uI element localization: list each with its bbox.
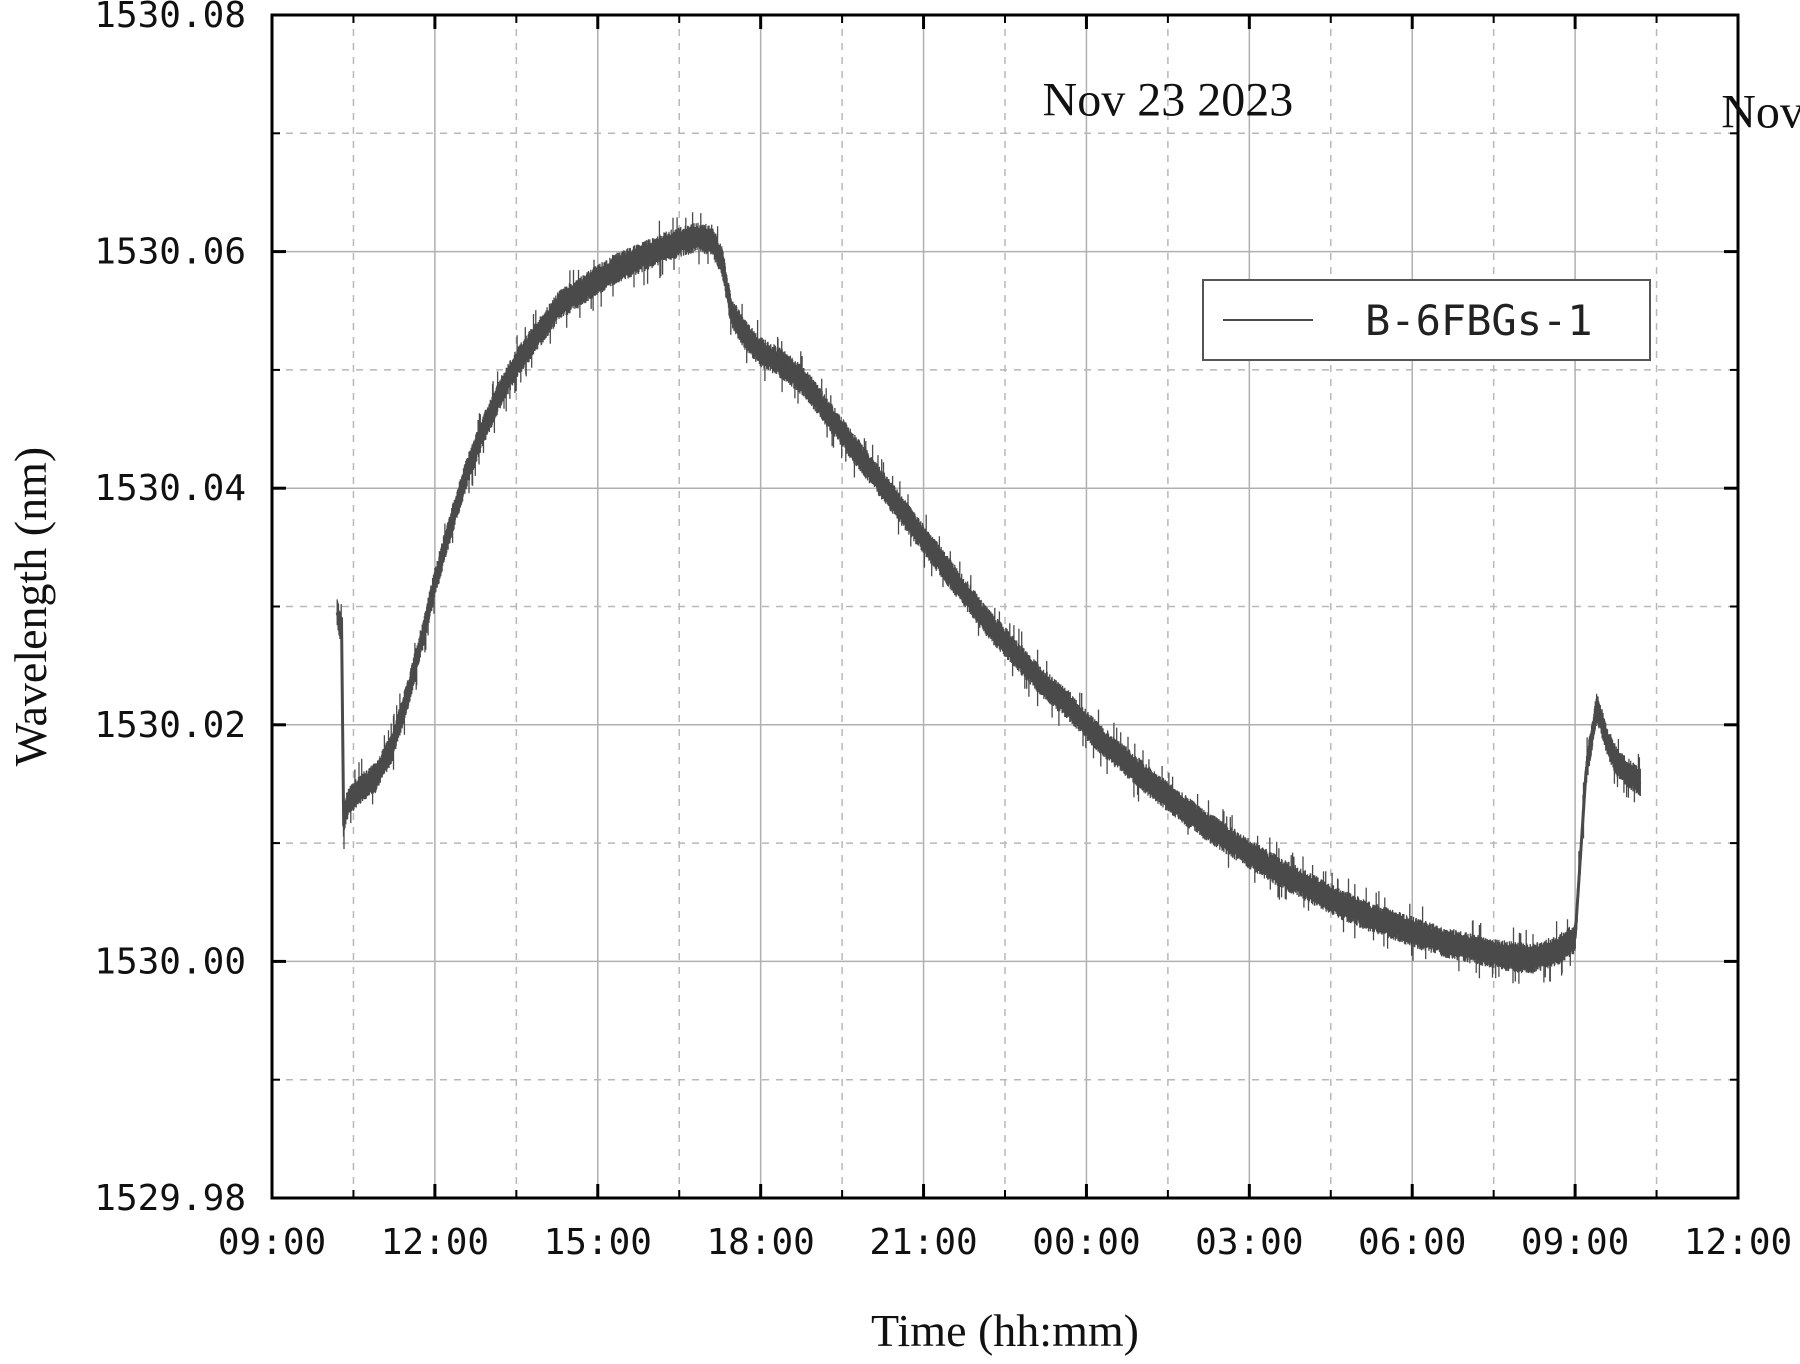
y-tick-label: 1529.98 [94,1178,246,1219]
x-tick-labels: 09:00 12:00 15:00 18:00 21:00 00:00 03:00 06:00… [218,1222,1792,1263]
grid-lines [272,15,1738,1198]
y-tick-label: 1530.08 [94,0,246,36]
legend: B-6FBGs-1 [1202,279,1651,361]
y-tick-label: 1530.04 [94,468,246,509]
y-tick-label: 1530.00 [94,941,246,982]
axis-ticks [270,13,1740,1200]
x-tick-label: 06:00 [1358,1222,1466,1263]
legend-label-b-6fbgs-1: B-6FBGs-1 [1365,296,1593,345]
x-tick-label: 09:00 [218,1222,326,1263]
x-tick-label: 21:00 [869,1222,977,1263]
y-tick-labels: 1529.98 1530.00 1530.02 1530.04 1530.06 1530.… [94,0,246,1219]
y-tick-label: 1530.02 [94,705,246,746]
x-axis-label: Time (hh:mm) [871,1305,1139,1356]
x-tick-label: 12:00 [381,1222,489,1263]
x-tick-label: 00:00 [1032,1222,1140,1263]
date-annotation-nov-24: Nov 24 2023 [1721,85,1800,138]
y-axis-label: Wavelength (nm) [5,447,56,766]
y-tick-label: 1530.06 [94,232,246,273]
x-tick-label: 15:00 [544,1222,652,1263]
date-annotation-nov-23: Nov 23 2023 [1043,74,1294,127]
x-tick-label: 18:00 [706,1222,814,1263]
x-tick-label: 03:00 [1195,1222,1303,1263]
x-tick-label: 12:00 [1684,1222,1792,1263]
series-layer [335,212,1642,984]
x-tick-label: 09:00 [1521,1222,1629,1263]
series-b-6fbgs-1-line [335,235,1642,961]
